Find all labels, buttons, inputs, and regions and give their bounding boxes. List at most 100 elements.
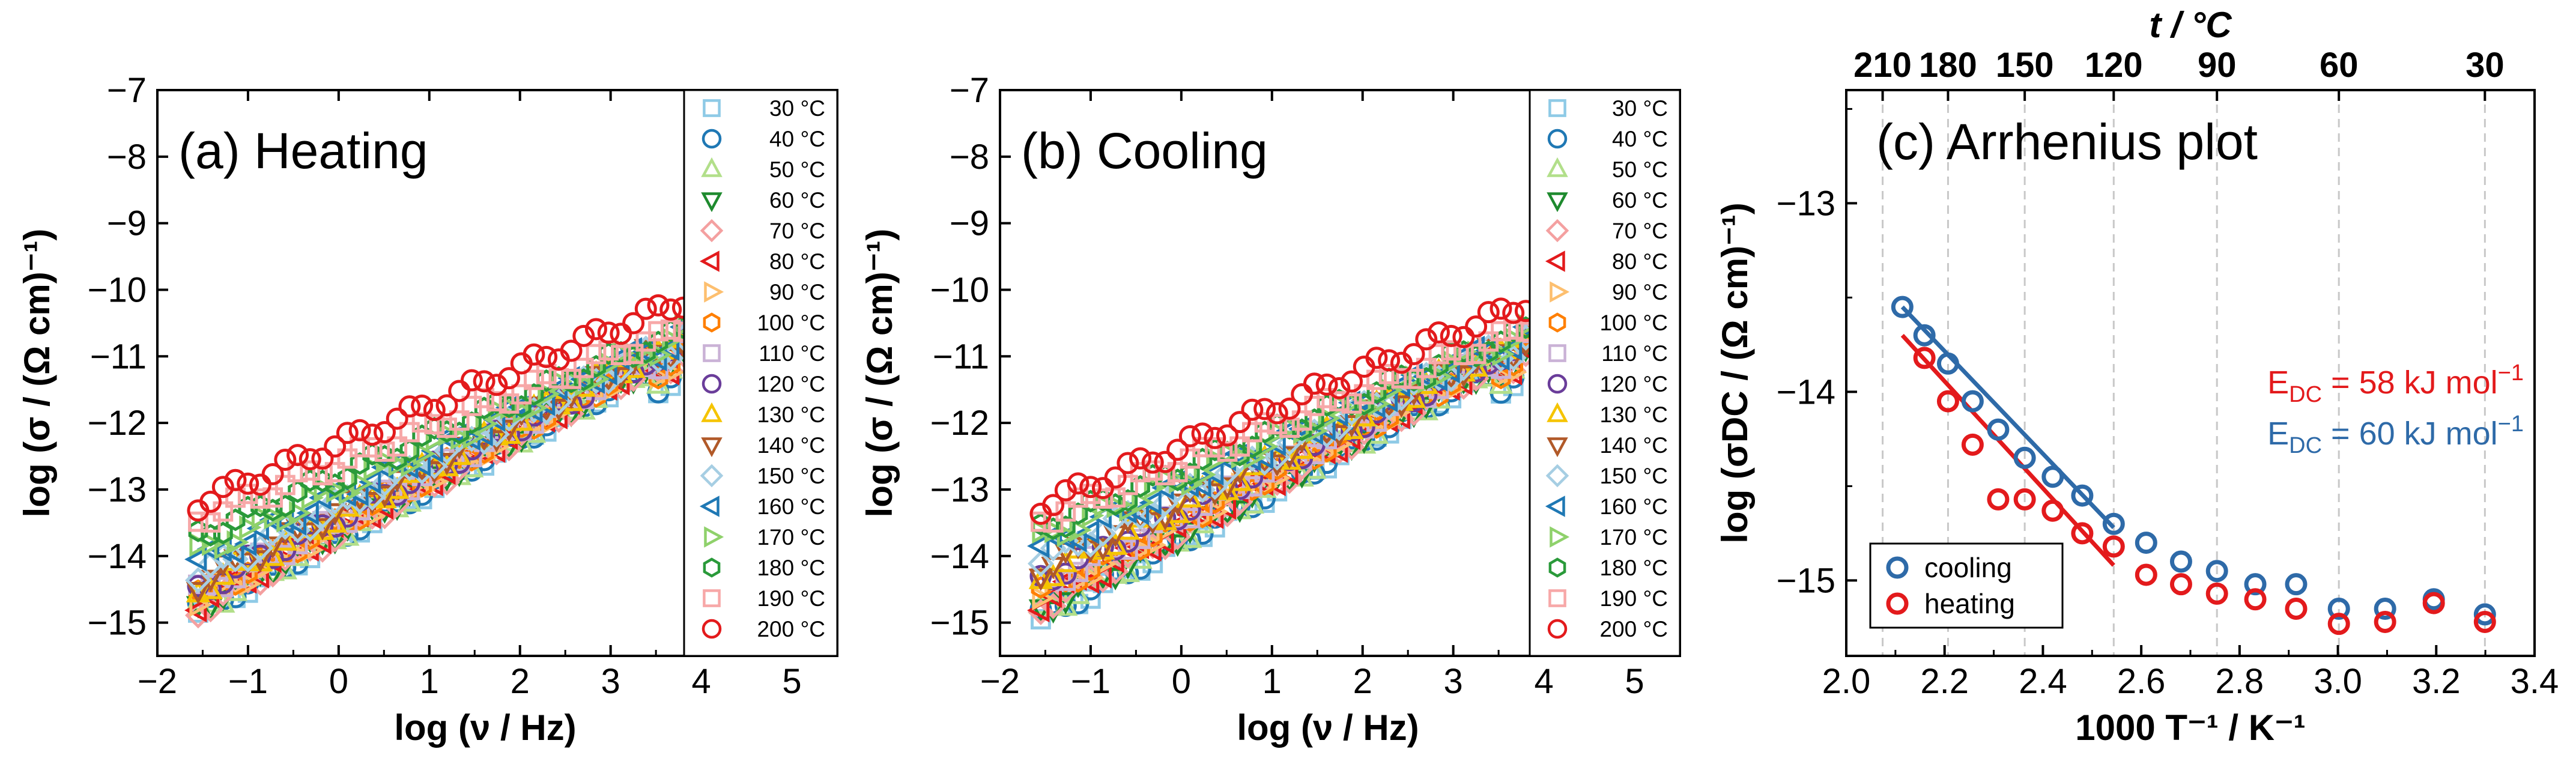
data-point <box>275 494 295 518</box>
panel-title: (b) Cooling <box>1021 123 1268 179</box>
data-point <box>1265 402 1288 425</box>
x-tick-label: 2.8 <box>2216 662 2264 701</box>
data-point <box>1144 533 1167 557</box>
data-point <box>1303 372 1326 395</box>
data-point <box>660 319 681 340</box>
data-point <box>1031 511 1051 532</box>
top-tick-label: 180 <box>1919 46 1977 85</box>
data-point <box>1082 565 1105 590</box>
x-tick-label: 3.4 <box>2511 662 2559 701</box>
data-point <box>1304 444 1325 465</box>
data-point <box>1217 441 1238 462</box>
y-tick-label: −7 <box>107 71 147 110</box>
y-axis-title: log (σ / (Ω cm)⁻¹) <box>859 229 900 518</box>
data-point <box>1267 414 1288 435</box>
data-point <box>2135 563 2157 586</box>
data-point <box>246 564 269 589</box>
legend-marker <box>1548 589 1566 607</box>
data-point <box>1181 471 1204 496</box>
legend-label: 70 °C <box>1612 219 1668 243</box>
legend-label: 30 °C <box>1612 96 1668 121</box>
legend-label: 100 °C <box>1599 311 1668 335</box>
x-tick-label: 1 <box>1262 662 1282 701</box>
data-point <box>561 368 581 389</box>
legend-marker <box>1547 437 1568 458</box>
y-tick-label: −10 <box>88 270 147 309</box>
data-point <box>2041 465 2064 488</box>
x-tick-label: −1 <box>1071 662 1111 701</box>
data-point <box>1204 437 1225 458</box>
data-point <box>1354 384 1375 405</box>
data-point <box>1291 410 1312 431</box>
legend-marker <box>702 619 722 639</box>
x-tick-label: 5 <box>782 662 801 701</box>
x-tick-label: 0 <box>329 662 348 701</box>
data-point <box>1961 390 1984 413</box>
data-point <box>1228 411 1251 434</box>
data-point <box>1215 477 1240 500</box>
legend-marker <box>699 496 720 517</box>
data-point <box>1141 451 1164 474</box>
legend-label: 90 °C <box>1612 280 1668 305</box>
data-point <box>634 297 657 320</box>
data-point <box>338 467 357 490</box>
edc-annotation: EDC = 60 kJ mol−1 <box>2267 411 2524 458</box>
legend-label: 190 °C <box>1599 586 1668 611</box>
data-point <box>1193 462 1216 487</box>
legend-marker <box>701 192 723 213</box>
x-tick-label: 2.0 <box>1822 662 1871 701</box>
legend-label: 50 °C <box>1612 157 1668 182</box>
legend-marker <box>1547 402 1568 422</box>
data-point <box>1191 422 1214 445</box>
data-point <box>1490 297 1512 320</box>
data-point <box>1253 398 1276 420</box>
data-point <box>498 367 521 390</box>
data-point <box>511 384 532 405</box>
data-point <box>421 452 448 479</box>
data-point <box>1378 363 1399 384</box>
data-point <box>460 369 483 392</box>
legend-label: 180 °C <box>757 556 825 580</box>
data-point <box>2473 603 2496 626</box>
y-tick-label: −9 <box>107 204 147 243</box>
data-point <box>2374 598 2396 620</box>
data-point <box>449 410 470 431</box>
data-point <box>2013 446 2036 469</box>
legend-label: heating <box>1924 588 2015 619</box>
data-point <box>1315 373 1338 396</box>
data-point <box>1229 436 1250 457</box>
data-point <box>1076 520 1100 544</box>
data-point <box>2374 610 2396 633</box>
data-point <box>309 502 336 529</box>
x-tick-label: 3.2 <box>2412 662 2461 701</box>
y-tick-label: −15 <box>88 604 147 643</box>
data-point <box>1365 347 1388 369</box>
panel-c: 2.0 2.2 2.4 2.6 2.8 3.0 3.2 3.4 210 180 150 120 90 60… <box>1715 5 2559 748</box>
data-point <box>1341 370 1363 393</box>
data-point <box>1042 494 1065 517</box>
legend-marker <box>1547 192 1568 213</box>
data-point <box>1465 344 1487 365</box>
legend-marker <box>1550 526 1570 548</box>
legend-marker <box>701 402 723 422</box>
y-tick-label: −15 <box>1777 561 1835 600</box>
panel-title: (a) Heating <box>178 123 428 179</box>
legend-box <box>1869 542 2064 629</box>
data-point <box>202 532 225 556</box>
data-point <box>2205 560 2228 583</box>
data-point <box>200 512 221 533</box>
data-point <box>1328 377 1351 399</box>
data-point <box>573 357 594 378</box>
data-point <box>264 505 286 530</box>
legend-label: 170 °C <box>757 525 825 550</box>
legend-marker <box>701 437 723 458</box>
y-tick-label: −11 <box>933 337 989 376</box>
data-point <box>1032 586 1055 611</box>
data-point <box>1416 357 1437 378</box>
legend-marker <box>1545 496 1565 517</box>
edc-subscript: DC <box>2289 433 2322 458</box>
data-point <box>2169 550 2192 573</box>
top-tick-label: 60 <box>2320 46 2359 85</box>
y-tick-label: −12 <box>88 404 147 443</box>
